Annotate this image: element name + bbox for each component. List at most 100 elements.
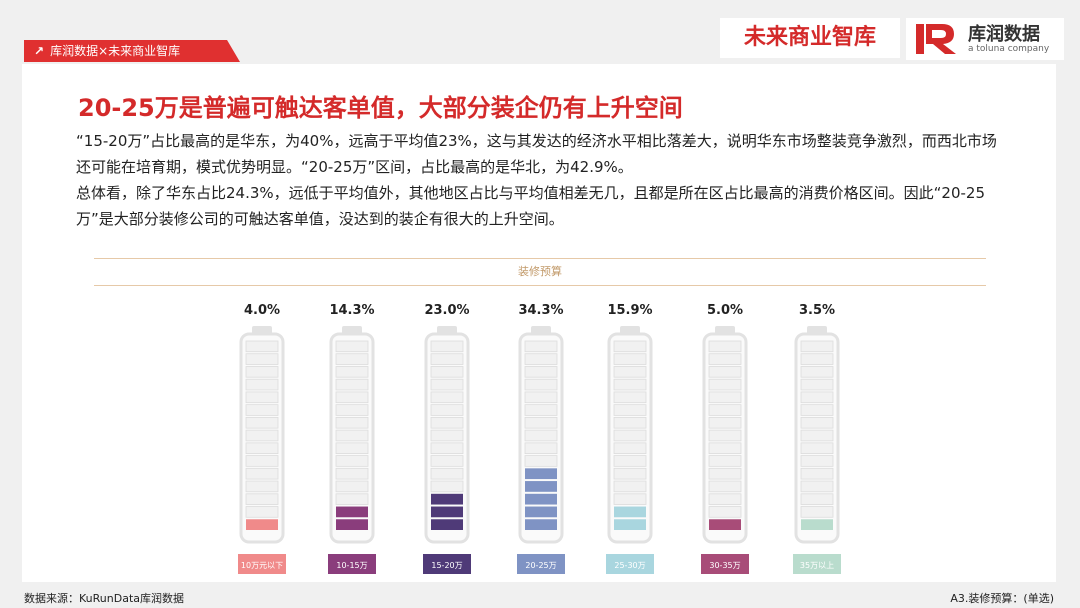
arrow-icon: ↗ — [34, 44, 45, 58]
empty-segment-0 — [245, 429, 279, 442]
empty-segment-6 — [800, 416, 834, 429]
empty-segment-5 — [708, 391, 742, 404]
empty-segment-6 — [800, 493, 834, 505]
empty-segment-0 — [245, 366, 279, 378]
value-label-0: 4.0% — [244, 303, 280, 318]
category-label-4: 25-30万 — [614, 561, 645, 570]
bar-segment-3 — [525, 481, 557, 492]
empty-segment-6 — [800, 467, 834, 480]
empty-segment-2 — [430, 455, 464, 467]
bar-segment-2 — [431, 519, 463, 530]
bar-segment-1 — [336, 519, 368, 530]
category-pill-3 — [517, 554, 565, 574]
category-label-3: 20-25万 — [525, 561, 556, 570]
empty-segment-2 — [430, 391, 464, 404]
empty-segment-3 — [524, 340, 558, 353]
empty-segment-4 — [613, 442, 647, 455]
empty-segment-5 — [708, 366, 742, 378]
empty-segment-5 — [708, 480, 742, 493]
empty-segment-0 — [245, 378, 279, 391]
category-label-0: 10万元以下 — [241, 561, 283, 570]
empty-segment-0 — [245, 493, 279, 505]
value-label-4: 15.9% — [607, 303, 652, 318]
empty-segment-4 — [613, 480, 647, 493]
bar-segment-1 — [336, 506, 368, 518]
empty-segment-6 — [800, 353, 834, 365]
empty-segment-4 — [613, 467, 647, 480]
empty-segment-1 — [335, 416, 369, 429]
empty-segment-0 — [245, 404, 279, 416]
empty-segment-0 — [245, 480, 279, 493]
empty-segment-5 — [708, 353, 742, 365]
bar-segment-3 — [525, 506, 557, 518]
empty-segment-0 — [245, 467, 279, 480]
bar-segment-0 — [246, 519, 278, 530]
empty-segment-0 — [245, 506, 279, 518]
empty-segment-1 — [335, 366, 369, 378]
empty-segment-1 — [335, 378, 369, 391]
tube-cap-2 — [437, 326, 457, 334]
empty-segment-1 — [335, 429, 369, 442]
empty-segment-4 — [613, 493, 647, 505]
empty-segment-1 — [335, 480, 369, 493]
category-label-1: 10-15万 — [336, 561, 367, 570]
brand-tag: ↗ 库润数据×未来商业智库 — [24, 40, 240, 62]
empty-segment-0 — [245, 340, 279, 353]
category-pill-0 — [238, 554, 286, 574]
bar-segment-2 — [431, 506, 463, 518]
empty-segment-3 — [524, 455, 558, 467]
empty-segment-2 — [430, 416, 464, 429]
empty-segment-6 — [800, 378, 834, 391]
empty-segment-2 — [430, 404, 464, 416]
category-label-2: 15-20万 — [431, 561, 462, 570]
empty-segment-4 — [613, 404, 647, 416]
value-label-6: 3.5% — [799, 303, 835, 318]
empty-segment-3 — [524, 353, 558, 365]
empty-segment-0 — [245, 416, 279, 429]
paragraph-2: 总体看，除了华东占比24.3%，远低于平均值外，其他地区占比与平均值相差无几，且… — [76, 184, 986, 228]
empty-segment-4 — [613, 378, 647, 391]
empty-segment-4 — [613, 429, 647, 442]
category-label-6: 35万以上 — [800, 561, 834, 570]
value-label-3: 34.3% — [518, 303, 563, 318]
empty-segment-5 — [708, 404, 742, 416]
tube-cap-6 — [807, 326, 827, 334]
footer-source: 数据来源：KuRunData库润数据 — [24, 592, 184, 605]
empty-segment-6 — [800, 404, 834, 416]
tube-cap-3 — [531, 326, 551, 334]
logo-kurundata: 库润数据 a toluna company — [906, 18, 1064, 60]
empty-segment-1 — [335, 467, 369, 480]
empty-segment-1 — [335, 391, 369, 404]
empty-segment-5 — [708, 429, 742, 442]
tube-cap-5 — [715, 326, 735, 334]
empty-segment-3 — [524, 378, 558, 391]
page-title: 20-25万是普遍可触达客单值，大部分装企仍有上升空间 — [78, 94, 683, 122]
empty-segment-5 — [708, 493, 742, 505]
empty-segment-4 — [613, 366, 647, 378]
empty-segment-1 — [335, 442, 369, 455]
bar-segment-5 — [709, 519, 741, 530]
category-pill-5 — [701, 554, 749, 574]
empty-segment-2 — [430, 366, 464, 378]
empty-segment-6 — [800, 429, 834, 442]
empty-segment-4 — [613, 353, 647, 365]
category-label-5: 30-35万 — [709, 561, 740, 570]
empty-segment-5 — [708, 416, 742, 429]
empty-segment-6 — [800, 480, 834, 493]
empty-segment-1 — [335, 340, 369, 353]
empty-segment-5 — [708, 378, 742, 391]
empty-segment-1 — [335, 353, 369, 365]
empty-segment-2 — [430, 340, 464, 353]
empty-segment-6 — [800, 455, 834, 467]
empty-segment-6 — [800, 340, 834, 353]
category-pill-2 — [423, 554, 471, 574]
empty-segment-2 — [430, 480, 464, 493]
description: “15-20万”占比最高的是华东，为40%，远高于平均值23%，这与其发达的经济… — [76, 128, 1006, 232]
empty-segment-1 — [335, 493, 369, 505]
empty-segment-5 — [708, 455, 742, 467]
category-pill-4 — [606, 554, 654, 574]
tube-cap-1 — [342, 326, 362, 334]
empty-segment-4 — [613, 416, 647, 429]
value-label-2: 23.0% — [424, 303, 469, 318]
